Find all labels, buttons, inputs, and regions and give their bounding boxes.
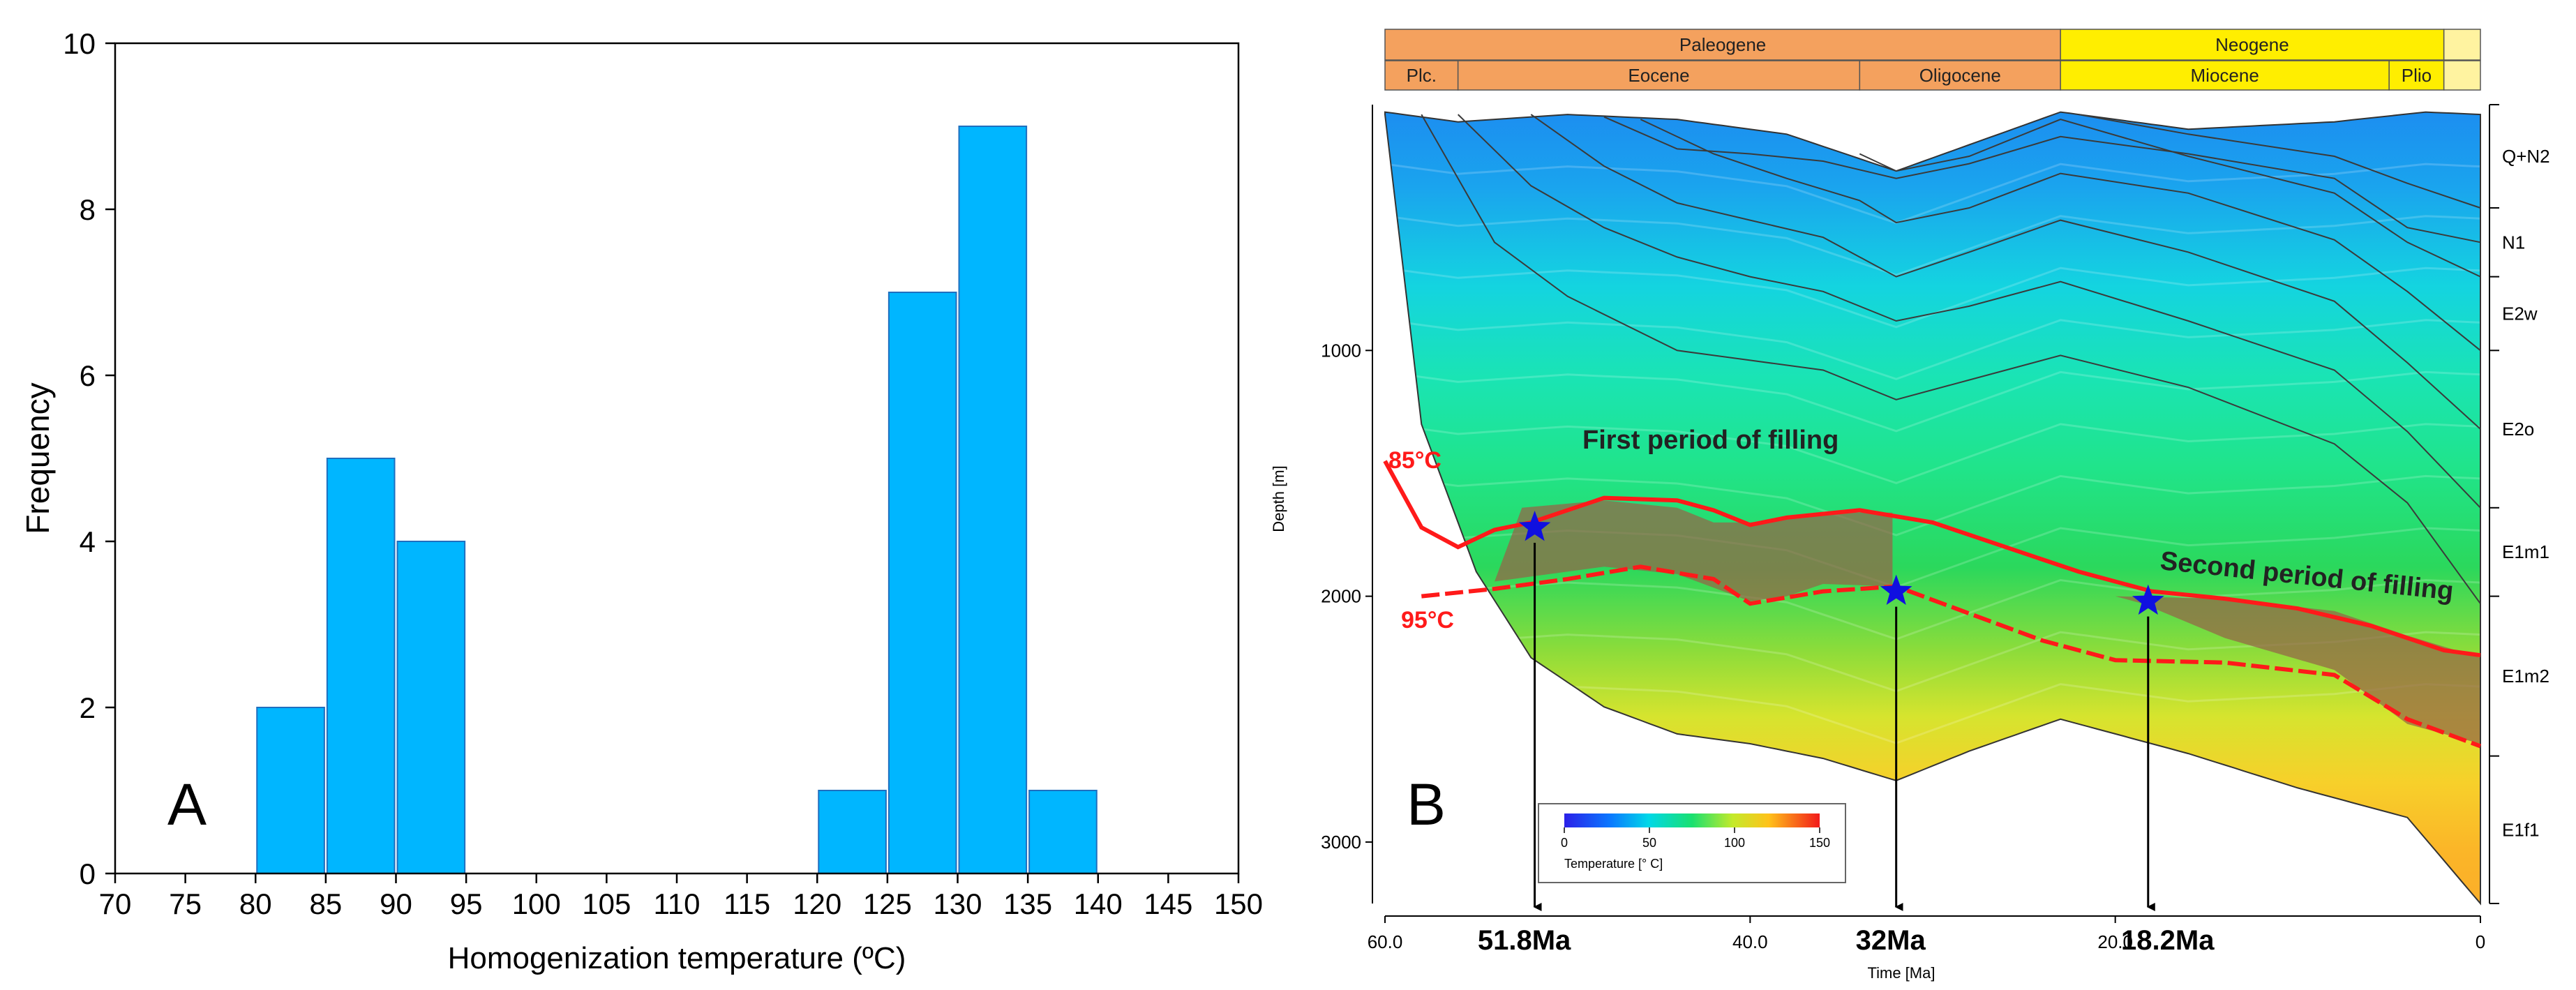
burial-history-panel: Paleogene Neogene Plc. Eocene Oligocene Mioce… [1270,29,2550,982]
isotherm-95-label: 95°C [1401,607,1454,633]
x-tick-label: 80 [239,887,272,920]
time-tick-label: 60.0 [1368,931,1403,952]
burial-y-axis-label: Depth [m] [1270,465,1287,532]
formation-label: E1m2 [2502,666,2549,687]
epoch-label: Oligocene [1919,65,2001,86]
isotherm-85-label: 85°C [1388,447,1441,474]
panel-label-a: A [167,772,207,837]
formation-label: E2w [2502,303,2538,324]
temperature-band-edge [1385,163,2480,225]
histogram-panel: 70 75 80 85 90 95 100 105 110 115 120 125 130 135 140 1… [20,27,1263,975]
basin-outline [1384,111,2481,906]
formation-label: E1m1 [2502,541,2549,562]
stratigraphic-horizon [1859,119,2481,278]
x-tick-label: 100 [512,887,561,920]
filling-event-star [2132,584,2164,615]
epoch-label: Miocene [2191,65,2259,86]
panel-label-b: B [1407,772,1446,837]
stratigraphic-horizon [1458,114,2481,509]
epoch-label: Plio [2402,65,2432,86]
x-tick-label: 145 [1144,887,1192,920]
epoch-cell [2388,60,2445,91]
first-filling-annotation: First period of filling [1582,426,1839,455]
x-tick-label: 95 [450,887,483,920]
stratigraphic-horizon [1530,114,2481,430]
stratigraphic-horizon [1640,119,2481,352]
histogram-bar [326,458,396,874]
isotherm-85 [1383,460,2481,658]
histogram-y-axis-label: Frequency [20,382,56,534]
period-cell [2443,29,2481,61]
histogram-bar [958,126,1028,874]
epoch-label: Plc. [1407,65,1437,86]
x-tick-label: 90 [380,887,412,920]
epoch-label: Eocene [1628,65,1689,86]
colorbar-title: Temperature [° C] [1564,857,1663,871]
formation-label: N1 [2502,232,2525,253]
period-label: Neogene [2215,34,2289,55]
formation-label: Q+N2 [2502,146,2550,167]
x-tick-label: 70 [99,887,132,920]
first-filling-zone [1495,500,1893,601]
histogram-bar [888,292,957,874]
depth-tick-label: 2000 [1321,586,1361,607]
temperature-band-edge [1385,578,2480,640]
period-cell [1384,29,2061,61]
colorbar-gradient [1564,813,1820,827]
y-tick-label: 4 [80,525,96,558]
y-tick-label: 2 [80,691,96,724]
y-tick-label: 8 [80,193,96,226]
histogram-bar [396,541,466,874]
period-label: Paleogene [1679,34,1766,55]
y-tick-label: 10 [63,27,96,60]
colorbar-tick-label: 50 [1642,836,1656,850]
depth-tick-label: 1000 [1321,340,1361,361]
x-tick-label: 130 [933,887,982,920]
event-age-label: 32Ma [1856,925,1926,956]
x-tick-label: 75 [169,887,202,920]
event-age-label: 51.8Ma [1478,925,1571,956]
stratigraphic-horizon [2079,114,2481,209]
colorbar-tick-label: 0 [1561,836,1568,850]
stratigraphic-horizon [1603,116,2481,243]
histogram-x-axis-label: Homogenization temperature (ºC) [448,941,906,975]
x-tick-label: 115 [724,887,770,920]
histogram-bar [818,790,887,874]
time-tick-label: 40.0 [1732,931,1768,952]
x-tick-label: 135 [1003,887,1052,920]
colorbar-tick-label: 100 [1724,836,1745,850]
x-tick-label: 110 [654,887,701,920]
x-tick-label: 105 [582,887,631,920]
formation-label: E1f1 [2502,819,2540,840]
x-tick-label: 125 [863,887,912,920]
histogram-bar [256,707,325,874]
event-age-label: 18.2Ma [2121,925,2215,956]
x-tick-label: 120 [793,887,841,920]
histogram-bar [1028,790,1098,874]
time-tick-label: 20.0 [2097,931,2133,952]
y-tick-label: 0 [80,857,96,890]
x-tick-label: 140 [1074,887,1123,920]
temperature-band-edge [1385,423,2480,484]
colorbar-tick-label: 150 [1809,836,1830,850]
formation-label: E2o [2502,419,2534,440]
depth-tick-label: 3000 [1321,832,1361,853]
epoch-cell [1859,60,2061,91]
x-tick-label: 85 [310,887,343,920]
filling-event-star [1518,511,1551,541]
y-tick-label: 6 [80,359,96,392]
x-tick-label: 150 [1214,887,1263,920]
filling-event-star [1880,574,1912,605]
stratigraphic-horizon [1421,114,2481,604]
temperature-band-edge [1385,319,2480,380]
epoch-cell [2443,60,2481,91]
period-cell [2060,29,2445,61]
temperature-band-edge [1385,370,2480,433]
burial-x-axis-label: Time [Ma] [1868,964,1935,982]
time-tick-label: 0 [2476,931,2485,952]
